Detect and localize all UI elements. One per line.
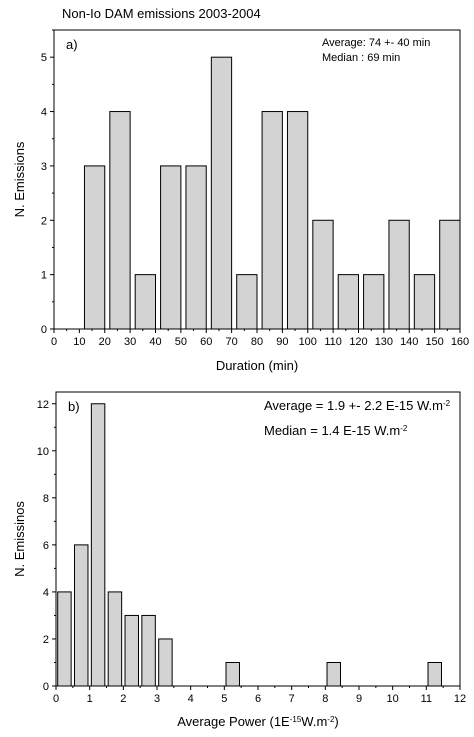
y-tick-label: 10 xyxy=(37,446,49,458)
x-tick-label: 1 xyxy=(87,693,93,705)
x-tick-label: 9 xyxy=(356,693,362,705)
x-tick-label: 3 xyxy=(154,693,160,705)
x-tick-label: 12 xyxy=(454,693,466,705)
bar-b-7 xyxy=(225,661,240,687)
x-tick-label: 150 xyxy=(425,336,443,348)
bar-a-8 xyxy=(286,111,309,330)
bar-a-0 xyxy=(83,165,106,330)
y-axis-label: N. Emissinos xyxy=(12,501,27,577)
y-axis-label: N. Emissions xyxy=(12,141,27,217)
bar-a-7 xyxy=(261,111,283,330)
bar-a-2 xyxy=(134,274,156,330)
y-tick-label: 2 xyxy=(43,634,49,646)
x-tick-label: 7 xyxy=(289,693,295,705)
figure-title: Non-Io DAM emissions 2003-2004 xyxy=(62,6,261,21)
x-axis-label: Average Power (1E-15W.m-2) xyxy=(177,714,339,729)
x-tick-label: 11 xyxy=(421,693,432,705)
x-tick-label: 20 xyxy=(99,336,111,348)
y-tick-label: 3 xyxy=(41,161,47,173)
x-tick-label: 5 xyxy=(221,693,227,705)
x-tick-label: 60 xyxy=(200,336,212,348)
x-axis-label: Duration (min) xyxy=(216,358,298,373)
x-tick-label: 0 xyxy=(53,693,59,705)
bar-a-14 xyxy=(439,219,461,330)
x-tick-label: 50 xyxy=(175,336,187,348)
annotation-median: Median : 69 min xyxy=(322,52,400,64)
bar-b-4 xyxy=(124,614,139,687)
bar-a-3 xyxy=(160,165,182,330)
y-tick-label: 0 xyxy=(43,681,49,693)
bar-a-10 xyxy=(337,274,360,330)
bar-b-8 xyxy=(326,661,341,687)
x-tick-label: 70 xyxy=(226,336,238,348)
x-tick-label: 0 xyxy=(51,336,57,348)
x-tick-label: 6 xyxy=(255,693,261,705)
bar-a-1 xyxy=(109,111,131,330)
bar-b-9 xyxy=(427,661,442,687)
y-tick-label: 5 xyxy=(41,52,47,64)
x-tick-label: 110 xyxy=(324,336,342,348)
annotation-median: Median = 1.4 E-15 W.m-2 xyxy=(264,423,408,438)
panel-label: a) xyxy=(66,37,78,52)
bar-b-2 xyxy=(90,403,106,687)
bar-a-13 xyxy=(413,274,436,330)
bar-b-5 xyxy=(141,614,156,687)
x-tick-label: 100 xyxy=(299,336,317,348)
y-tick-label: 4 xyxy=(41,107,47,119)
x-tick-label: 80 xyxy=(251,336,263,348)
bar-a-9 xyxy=(312,219,334,330)
bar-a-5 xyxy=(210,56,233,330)
y-tick-label: 12 xyxy=(37,399,49,411)
y-tick-label: 8 xyxy=(43,493,49,505)
x-tick-label: 8 xyxy=(322,693,328,705)
x-tick-label: 2 xyxy=(120,693,126,705)
bar-b-0 xyxy=(57,591,72,687)
panel-a-duration-histogram: 0 10 20 30 40 50 60 70 80 90 100 110 120 130 140 150 160… xyxy=(12,29,469,373)
annotation-average: Average = 1.9 +- 2.2 E-15 W.m-2 xyxy=(264,398,451,413)
y-tick-label: 6 xyxy=(43,540,49,552)
y-tick-label: 4 xyxy=(43,587,49,599)
bar-a-11 xyxy=(363,274,385,330)
panel-label: b) xyxy=(68,399,80,414)
x-tick-label: 130 xyxy=(375,336,393,348)
x-tick-label: 90 xyxy=(276,336,288,348)
bar-a-12 xyxy=(388,219,410,330)
bar-b-3 xyxy=(107,591,123,687)
x-tick-label: 140 xyxy=(400,336,418,348)
x-tick-label: 40 xyxy=(149,336,161,348)
bar-b-6 xyxy=(158,638,173,687)
bar-b-1 xyxy=(74,544,89,687)
y-tick-label: 1 xyxy=(41,270,47,282)
bar-a-6 xyxy=(236,274,258,330)
x-tick-label: 120 xyxy=(349,336,367,348)
x-tick-label: 10 xyxy=(387,693,399,705)
x-tick-label: 10 xyxy=(73,336,85,348)
annotation-average: Average: 74 +- 40 min xyxy=(322,37,430,49)
y-tick-label: 0 xyxy=(41,324,47,336)
y-tick-label: 2 xyxy=(41,215,47,227)
x-tick-label: 4 xyxy=(188,693,194,705)
x-tick-label: 30 xyxy=(124,336,136,348)
bar-a-4 xyxy=(185,165,207,330)
x-tick-label: 160 xyxy=(451,336,469,348)
